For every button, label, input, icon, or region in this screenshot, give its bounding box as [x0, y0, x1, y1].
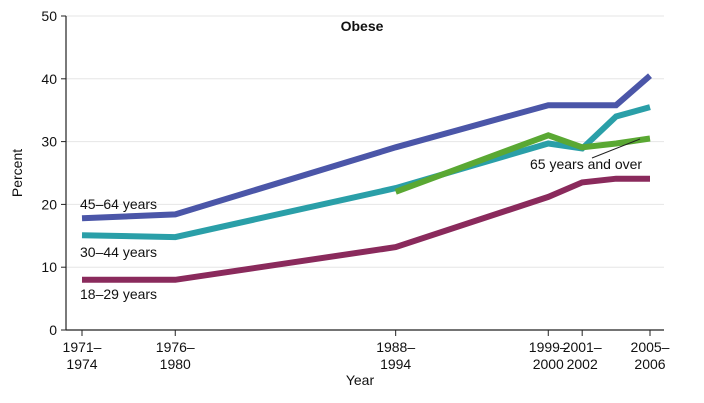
- y-tick-label: 10: [41, 259, 57, 275]
- annotation-65-years-and-over: 65 years and over: [530, 156, 642, 172]
- series-line-30-44-years: [81, 104, 651, 241]
- y-tick-label: 20: [41, 196, 57, 212]
- x-tick-label: 1994: [380, 356, 411, 372]
- x-tick-label: 2006: [634, 356, 665, 372]
- y-tick-label: 30: [41, 134, 57, 150]
- grid-lines: [66, 15, 664, 268]
- x-tick-label: 1988–: [376, 339, 415, 355]
- series-lines: [81, 73, 652, 283]
- annotation-leader-line: [591, 138, 641, 159]
- x-tick-label: 2001–: [563, 339, 602, 355]
- x-tick-label: 1971–: [63, 339, 102, 355]
- x-tick-label: 1999–: [529, 339, 568, 355]
- series-line-18-29-years: [82, 175, 650, 283]
- chart-title: Obese: [341, 18, 384, 34]
- x-axis-label: Year: [346, 372, 375, 388]
- y-axis-label: Percent: [9, 149, 25, 197]
- y-tick-label: 0: [49, 322, 57, 338]
- x-tick-label: 2005–: [631, 339, 670, 355]
- x-tick-label: 2000: [533, 356, 564, 372]
- series-line-65-years-and-over: [394, 132, 651, 195]
- annotations: 45–64 years 30–44 years 18–29 years 65 year…: [80, 138, 642, 302]
- x-tick-label: 1976–: [156, 339, 195, 355]
- series-line-45-64-years: [81, 73, 652, 222]
- x-tick-label: 1974: [66, 356, 97, 372]
- annotation-45-64-years: 45–64 years: [80, 196, 157, 212]
- x-tick-label: 2002: [567, 356, 598, 372]
- y-tick-label: 40: [41, 71, 57, 87]
- annotation-30-44-years: 30–44 years: [80, 244, 157, 260]
- annotation-18-29-years: 18–29 years: [80, 286, 157, 302]
- x-tick-label: 1980: [160, 356, 191, 372]
- y-tick-label: 50: [41, 8, 57, 24]
- axes: 0 10 20 30 40 50 1971–1974 1976–1980 1988–1994 19…: [41, 8, 669, 372]
